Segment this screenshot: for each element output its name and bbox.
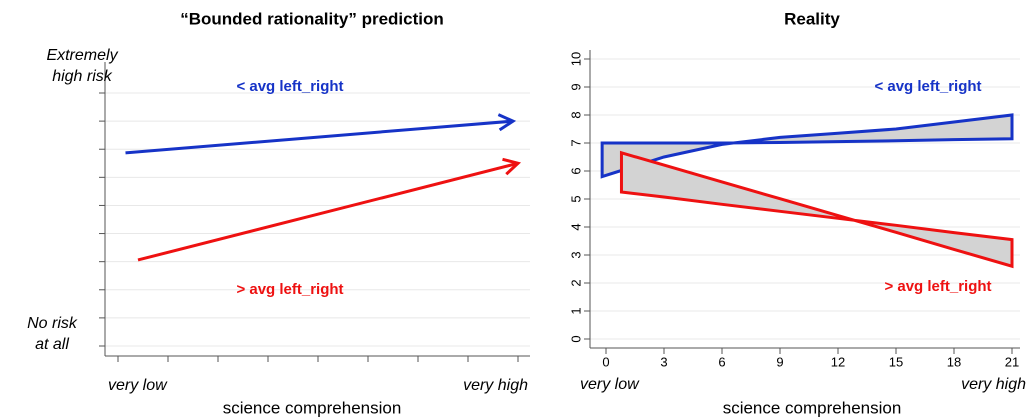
x-end-label: very high bbox=[463, 377, 528, 394]
band bbox=[619, 150, 1014, 269]
y-end-label: Extremely bbox=[46, 47, 118, 64]
x-tick-label: 15 bbox=[889, 354, 903, 369]
x-tick-label: 21 bbox=[1005, 354, 1019, 369]
y-tick-label: 9 bbox=[568, 83, 583, 90]
x-axis-title: science comprehension bbox=[223, 398, 402, 417]
x-axis-title: science comprehension bbox=[723, 398, 902, 417]
legend-label: > avg left_right bbox=[236, 281, 343, 298]
chart-title: Reality bbox=[784, 9, 840, 28]
arrow-head bbox=[502, 157, 522, 176]
y-end-label: high risk bbox=[52, 68, 113, 85]
line bbox=[125, 119, 514, 155]
x-tick-label: 3 bbox=[660, 354, 667, 369]
legend-label: < avg left_right bbox=[236, 78, 343, 95]
x-tick-label: 12 bbox=[831, 354, 845, 369]
arrow-head bbox=[497, 113, 517, 132]
y-end-label: No risk bbox=[27, 315, 78, 332]
y-tick-label: 5 bbox=[568, 195, 583, 202]
x-tick-label: 18 bbox=[947, 354, 961, 369]
y-tick-label: 0 bbox=[568, 335, 583, 342]
x-tick-label: 6 bbox=[718, 354, 725, 369]
y-end-label: at all bbox=[35, 336, 69, 353]
y-tick-label: 6 bbox=[568, 167, 583, 174]
x-tick-label: 0 bbox=[602, 354, 609, 369]
y-tick-label: 10 bbox=[568, 52, 583, 66]
y-tick-label: 7 bbox=[568, 139, 583, 146]
y-tick-label: 2 bbox=[568, 279, 583, 286]
x-end-label: very low bbox=[580, 376, 640, 393]
chart-title: “Bounded rationality” prediction bbox=[180, 9, 444, 28]
band bbox=[600, 113, 1014, 179]
line bbox=[137, 161, 519, 262]
x-end-label: very low bbox=[108, 377, 168, 394]
x-end-label: very high bbox=[961, 376, 1026, 393]
y-tick-label: 3 bbox=[568, 251, 583, 258]
x-tick-label: 9 bbox=[776, 354, 783, 369]
y-tick-label: 1 bbox=[568, 307, 583, 314]
y-tick-label: 4 bbox=[568, 223, 583, 230]
legend-label: > avg left_right bbox=[884, 278, 991, 295]
legend-label: < avg left_right bbox=[874, 78, 981, 95]
y-tick-label: 8 bbox=[568, 111, 583, 118]
